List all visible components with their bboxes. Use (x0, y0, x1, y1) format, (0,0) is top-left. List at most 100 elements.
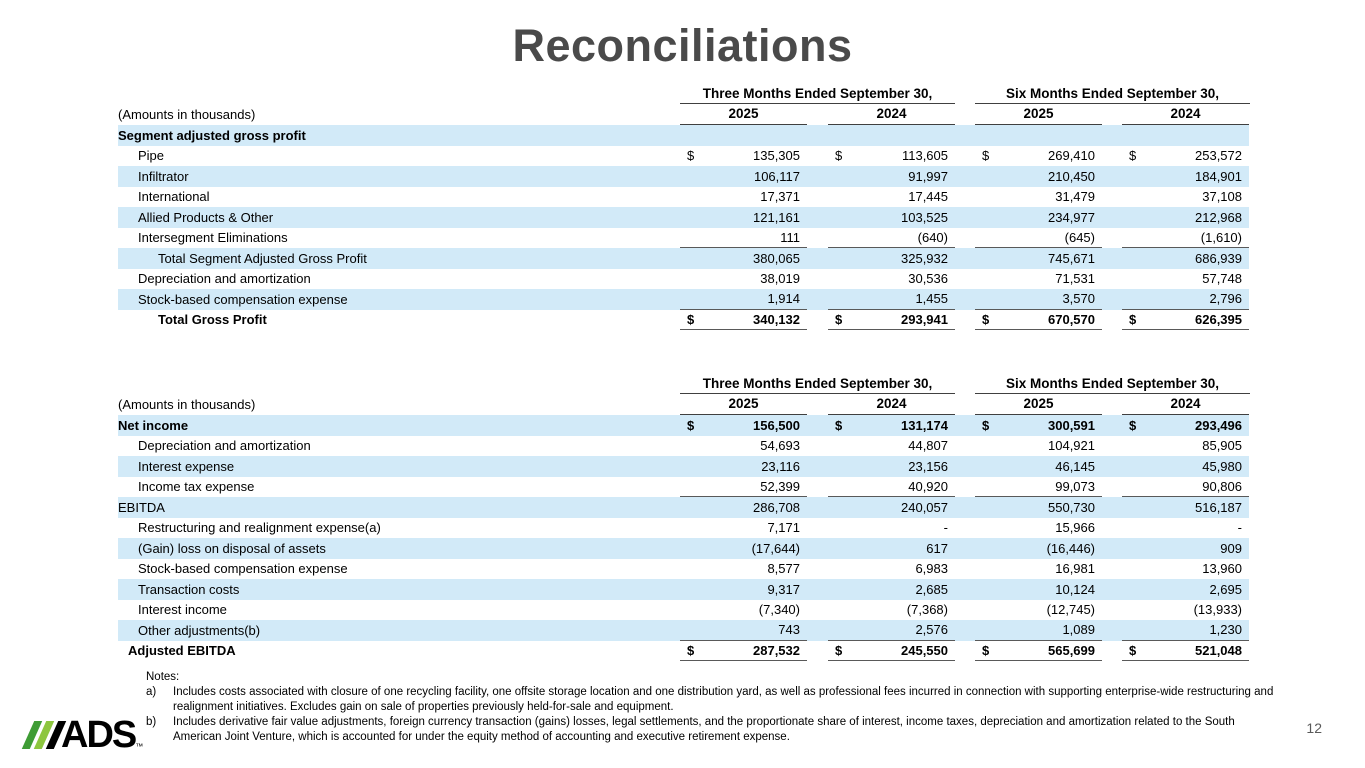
row-label: Allied Products & Other (138, 209, 274, 225)
year-column-header: 2025 (975, 104, 1102, 125)
value-cell: 99,073 (975, 477, 1102, 497)
row-label: Interest expense (138, 458, 235, 474)
segment-gross-profit-table: Three Months Ended September 30, Six Mont… (118, 84, 1250, 330)
value-cell: (13,933) (1122, 600, 1249, 621)
cell-value: 121,161 (753, 209, 800, 225)
column-group-header: Six Months Ended September 30, (975, 375, 1250, 394)
dollar-sign: $ (835, 148, 843, 164)
cell-value: 10,124 (1055, 581, 1095, 597)
note-item: b) Includes derivative fair value adjustm… (146, 715, 1276, 745)
table-group-header-row: Three Months Ended September 30, Six Mont… (118, 84, 1250, 104)
value-cell: 7,171 (680, 518, 807, 539)
table-row: Infiltrator 106,117 91,997 210,450 184,901 (118, 166, 1249, 187)
cell-value: 340,132 (753, 311, 800, 327)
table-row: Other adjustments(b) 743 2,576 1,089 1,230 (118, 620, 1249, 641)
cell-value: 626,395 (1195, 311, 1242, 327)
cell-value: - (943, 520, 948, 536)
table-row: Restructuring and realignment expense(a)… (118, 518, 1249, 539)
cell-value: 135,305 (753, 148, 800, 164)
cell-value: 325,932 (901, 250, 948, 266)
cell-value: (640) (917, 229, 948, 245)
value-cell: 210,450 (975, 166, 1102, 187)
cell-value: 743 (778, 622, 800, 638)
cell-value: 52,399 (760, 478, 800, 494)
dollar-sign: $ (1129, 311, 1137, 327)
column-group-header: Six Months Ended September 30, (975, 85, 1250, 104)
cell-value: 131,174 (901, 417, 948, 433)
cell-value: 670,570 (1048, 311, 1095, 327)
value-cell: 37,108 (1122, 187, 1249, 208)
value-cell: 2,796 (1122, 289, 1249, 310)
cell-value: 293,941 (901, 311, 948, 327)
value-cell: 550,730 (975, 497, 1102, 518)
row-label: Stock-based compensation expense (138, 291, 348, 307)
cell-value: 184,901 (1195, 168, 1242, 184)
value-cell: 1,230 (1122, 620, 1249, 641)
value-cell: (1,610) (1122, 228, 1249, 248)
value-cell: $521,048 (1122, 641, 1249, 661)
value-cell: 52,399 (680, 477, 807, 497)
value-cell: 57,748 (1122, 269, 1249, 290)
table-row: Segment adjusted gross profit (118, 125, 1249, 146)
cell-value: 565,699 (1048, 642, 1095, 658)
dollar-sign: $ (1129, 148, 1137, 164)
dollar-sign: $ (982, 148, 990, 164)
cell-value: - (1237, 520, 1242, 536)
cell-value: 15,966 (1055, 520, 1095, 536)
cell-value: 45,980 (1202, 458, 1242, 474)
cell-value: 269,410 (1048, 148, 1095, 164)
table-row: Total Gross Profit $340,132 $293,941 $670,5… (118, 310, 1249, 330)
dollar-sign: $ (835, 642, 843, 658)
year-column-header: 2025 (680, 394, 807, 415)
value-cell: 240,057 (828, 497, 955, 518)
value-cell: 38,019 (680, 269, 807, 290)
value-cell: 1,089 (975, 620, 1102, 641)
value-cell: 30,536 (828, 269, 955, 290)
cell-value: 156,500 (753, 417, 800, 433)
note-text: Includes costs associated with closure o… (173, 686, 1274, 713)
row-label: Income tax expense (138, 479, 255, 495)
table-row: International 17,371 17,445 31,479 37,108 (118, 187, 1249, 208)
cell-value: (7,340) (758, 602, 800, 618)
cell-value: (17,644) (751, 540, 800, 556)
value-cell: (7,368) (828, 600, 955, 621)
dollar-sign: $ (687, 148, 695, 164)
row-label: (Gain) loss on disposal of assets (138, 540, 326, 556)
cell-value: 380,065 (753, 250, 800, 266)
table-row: Depreciation and amortization 38,019 30,53… (118, 269, 1249, 290)
table-row: Net income $156,500 $131,174 $300,591 $293,4… (118, 415, 1249, 436)
value-cell: 45,980 (1122, 456, 1249, 477)
cell-value: 2,685 (915, 581, 948, 597)
value-cell: (645) (975, 228, 1102, 248)
row-label: Restructuring and realignment expense(a) (138, 520, 381, 536)
row-label: Infiltrator (138, 168, 189, 184)
value-cell: $245,550 (828, 641, 955, 661)
value-cell: $113,605 (828, 146, 955, 167)
cell-value: 37,108 (1202, 189, 1242, 205)
cell-value: 293,496 (1195, 417, 1242, 433)
value-cell: $287,532 (680, 641, 807, 661)
dollar-sign: $ (1129, 417, 1137, 433)
column-group-header: Three Months Ended September 30, (680, 375, 955, 394)
value-cell: 286,708 (680, 497, 807, 518)
value-cell: 234,977 (975, 207, 1102, 228)
cell-value: 210,450 (1048, 168, 1095, 184)
value-cell: 103,525 (828, 207, 955, 228)
value-cell: 617 (828, 538, 955, 559)
amounts-in-thousands-note: (Amounts in thousands) (118, 107, 256, 122)
value-cell: 17,371 (680, 187, 807, 208)
table-year-header-row: (Amounts in thousands) 2025 2024 2025 2024 (118, 104, 1249, 125)
cell-value: 550,730 (1048, 499, 1095, 515)
adjusted-ebitda-table: Three Months Ended September 30, Six Mont… (118, 374, 1250, 661)
ads-logo: ADS ™ (21, 712, 143, 758)
amounts-in-thousands-note: (Amounts in thousands) (118, 397, 256, 412)
value-cell: 91,997 (828, 166, 955, 187)
cell-value: 30,536 (908, 271, 948, 287)
value-cell: - (828, 518, 955, 539)
cell-value: (13,933) (1193, 602, 1242, 618)
cell-value: 6,983 (915, 561, 948, 577)
cell-value: 1,455 (915, 291, 948, 307)
row-label: Depreciation and amortization (138, 438, 311, 454)
cell-value: 103,525 (901, 209, 948, 225)
cell-value: 90,806 (1202, 478, 1242, 494)
